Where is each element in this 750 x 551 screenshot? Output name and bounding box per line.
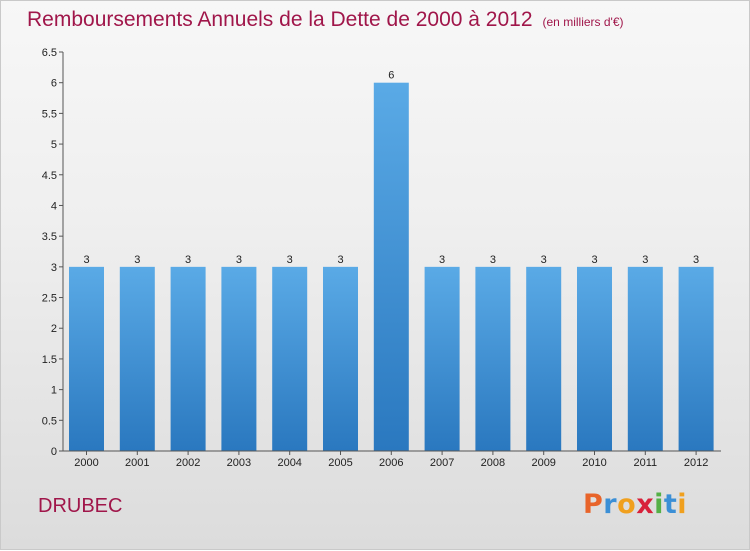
bar-2000 bbox=[69, 266, 104, 451]
y-tick-label-4.5: 4.5 bbox=[42, 170, 57, 182]
logo-letter: r bbox=[603, 489, 618, 520]
data-label-2008: 3 bbox=[490, 254, 496, 266]
x-tick-label-2010: 2010 bbox=[582, 457, 606, 469]
y-tick-label-6.5: 6.5 bbox=[42, 47, 57, 59]
data-label-2009: 3 bbox=[541, 254, 547, 266]
x-tick-label-2000: 2000 bbox=[74, 457, 98, 469]
data-label-2004: 3 bbox=[287, 254, 293, 266]
data-label-2006: 6 bbox=[388, 70, 394, 82]
y-tick-label-3.5: 3.5 bbox=[42, 231, 57, 243]
y-tick-label-5.5: 5.5 bbox=[42, 108, 57, 120]
data-label-2007: 3 bbox=[439, 254, 445, 266]
bar-2009 bbox=[526, 266, 562, 451]
y-tick-label-4: 4 bbox=[51, 200, 57, 212]
y-tick-label-0.5: 0.5 bbox=[42, 415, 57, 427]
data-label-2000: 3 bbox=[83, 254, 89, 266]
bar-2002 bbox=[170, 266, 206, 451]
x-tick-label-2002: 2002 bbox=[176, 457, 200, 469]
logo-letter: x bbox=[636, 489, 655, 520]
bar-2007 bbox=[424, 266, 460, 451]
data-label-2001: 3 bbox=[134, 254, 140, 266]
x-tick-label-2004: 2004 bbox=[277, 457, 301, 469]
bar-2010 bbox=[577, 266, 612, 451]
bar-2012 bbox=[678, 266, 714, 451]
x-tick-label-2011: 2011 bbox=[633, 457, 657, 469]
bar-2004 bbox=[272, 266, 308, 451]
y-tick-label-1.5: 1.5 bbox=[42, 354, 57, 366]
commune-name: DRUBEC bbox=[38, 495, 123, 517]
x-tick-label-2007: 2007 bbox=[430, 457, 454, 469]
chart-subtitle: (en milliers d'€) bbox=[542, 15, 624, 29]
data-label-2005: 3 bbox=[337, 254, 343, 266]
data-label-2002: 3 bbox=[185, 254, 191, 266]
axes-group: 2000 2001 2002 2003 2004 2005 2006 2007 2008 2009… bbox=[42, 47, 721, 469]
y-tick-label-3: 3 bbox=[51, 262, 57, 274]
logo-letter: t bbox=[663, 489, 678, 520]
y-tick-label-6: 6 bbox=[51, 78, 57, 90]
bar-2011 bbox=[627, 266, 663, 451]
data-label-2012: 3 bbox=[693, 254, 699, 266]
logo-letter: P bbox=[583, 489, 604, 520]
y-tick-label-2: 2 bbox=[51, 323, 57, 335]
x-tick-label-2005: 2005 bbox=[328, 457, 352, 469]
bar-2008 bbox=[475, 266, 511, 451]
logo-letter: o bbox=[617, 489, 637, 520]
logo-letter: i bbox=[677, 489, 688, 520]
x-tick-label-2008: 2008 bbox=[481, 457, 505, 469]
data-label-2011: 3 bbox=[642, 254, 648, 266]
x-tick-label-2012: 2012 bbox=[684, 457, 708, 469]
bar-2006 bbox=[373, 82, 409, 451]
data-label-2003: 3 bbox=[236, 254, 242, 266]
data-label-2010: 3 bbox=[591, 254, 597, 266]
proxiti-logo[interactable]: Proxiti bbox=[583, 489, 687, 520]
bar-2003 bbox=[221, 266, 257, 451]
y-tick-label-1: 1 bbox=[51, 385, 57, 397]
x-tick-label-2009: 2009 bbox=[531, 457, 555, 469]
y-tick-label-2.5: 2.5 bbox=[42, 293, 57, 305]
bars-group: 3 3 3 3 3 3 6 3 3 3 3 3 3 bbox=[69, 70, 714, 451]
bar-2001 bbox=[119, 266, 155, 451]
y-tick-label-5: 5 bbox=[51, 139, 57, 151]
chart-title: Remboursements Annuels de la Dette de 20… bbox=[27, 8, 624, 32]
logo-letter: i bbox=[654, 489, 664, 520]
y-tick-label-0: 0 bbox=[51, 446, 57, 458]
bar-2005 bbox=[323, 266, 358, 451]
x-tick-label-2003: 2003 bbox=[227, 457, 251, 469]
chart-title-text: Remboursements Annuels de la Dette de 20… bbox=[27, 8, 533, 31]
x-tick-label-2001: 2001 bbox=[125, 457, 149, 469]
x-tick-label-2006: 2006 bbox=[379, 457, 403, 469]
